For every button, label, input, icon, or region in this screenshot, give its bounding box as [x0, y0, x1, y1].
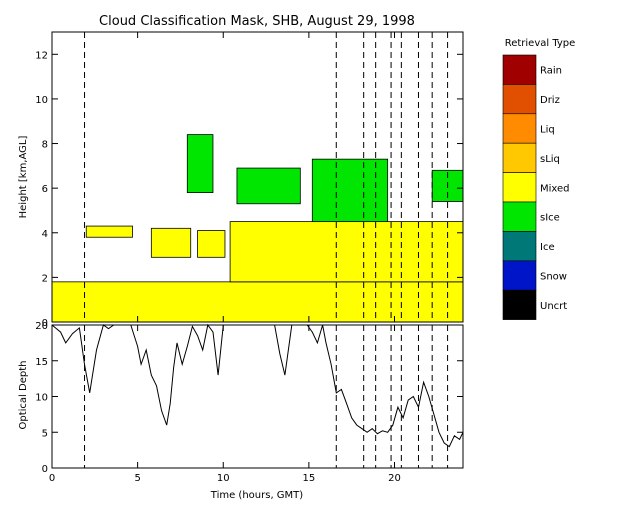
od-ytick-label-4: 20	[35, 321, 48, 332]
legend-swatch-sice	[502, 201, 537, 232]
mask-ytick-label-6: 12	[35, 50, 48, 61]
legend-swatch-driz	[502, 84, 537, 115]
legend-swatch-liq	[502, 113, 537, 144]
legend-label-driz: Driz	[540, 95, 560, 106]
od-ytick-label-0: 0	[42, 464, 48, 475]
legend-label-ice: Ice	[540, 242, 555, 253]
mask-frame	[51, 31, 464, 323]
mask-region-mixed-3	[150, 227, 192, 258]
mask-ytick-label-4: 8	[42, 140, 48, 151]
od-xtick-label-2: 10	[217, 473, 230, 484]
mask-region-mixed-5	[229, 221, 464, 283]
legend-title: Retrieval Type	[505, 38, 576, 49]
legend: Rain Driz Liq sLiq Mixed sIce Ice Snow Uncrt	[502, 54, 570, 320]
od-ytick-label-3: 15	[35, 357, 48, 368]
height-axis-label: Height [km,AGL]	[18, 136, 29, 219]
od-xtick-label-3: 15	[303, 473, 316, 484]
legend-swatch-snow	[502, 260, 537, 291]
legend-swatch-mixed	[502, 172, 537, 203]
mask-region-sice-7	[236, 167, 301, 205]
legend-label-snow: Snow	[540, 272, 567, 283]
legend-swatch-sliq	[502, 142, 537, 173]
mask-region-mixed-1	[51, 281, 464, 323]
mask-region-mixed-4	[197, 230, 226, 258]
cloud-mask-panel: 0 2 4 6 8 10 12	[35, 31, 464, 329]
od-xtick-label-4: 20	[388, 473, 401, 484]
legend-swatch-ice	[502, 231, 537, 262]
time-axis-label: Time (hours, GMT)	[210, 490, 304, 501]
legend-label-uncrt: Uncrt	[540, 301, 567, 312]
legend-label-rain: Rain	[540, 66, 562, 77]
legend-label-mixed: Mixed	[540, 183, 570, 194]
mask-ytick-label-1: 2	[42, 273, 48, 284]
mask-ytick-label-5: 10	[35, 95, 48, 106]
legend-label-sliq: sLiq	[540, 154, 560, 165]
mask-ytick-label-3: 6	[42, 184, 48, 195]
mask-region-sice-6	[186, 134, 214, 194]
legend-swatch-rain	[502, 54, 537, 85]
od-xtick-label-1: 5	[134, 473, 140, 484]
od-ytick-label-2: 10	[35, 393, 48, 404]
mask-region-sice-8	[311, 158, 389, 223]
legend-label-sice: sIce	[540, 213, 560, 224]
mask-region-mixed-2	[85, 225, 133, 238]
od-xtick-label-0: 0	[49, 473, 55, 484]
legend-label-liq: Liq	[540, 125, 555, 136]
od-ytick-label-1: 5	[42, 428, 48, 439]
optical-depth-axis-label: Optical Depth	[18, 361, 29, 430]
chart-title: Cloud Classification Mask, SHB, August 2…	[99, 14, 415, 29]
legend-swatch-uncrt	[502, 289, 537, 320]
mask-ytick-label-2: 4	[42, 229, 48, 240]
mask-ytick-label-0: 0	[42, 318, 48, 329]
